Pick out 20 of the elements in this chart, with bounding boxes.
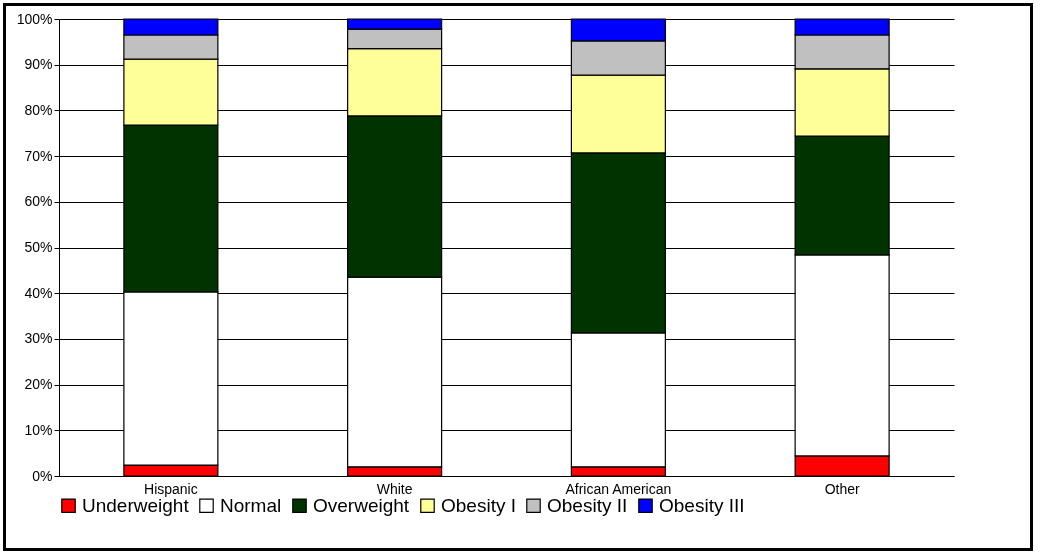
legend-label: Obesity II: [547, 494, 628, 516]
x-tick-label: White: [376, 480, 413, 497]
y-tick-label: 60%: [24, 193, 53, 210]
legend-label: Normal: [220, 494, 282, 516]
y-tick-label: 100%: [16, 10, 53, 27]
x-tick-label: Other: [824, 480, 860, 497]
y-tick-label: 90%: [24, 56, 53, 73]
legend-label: Obesity III: [659, 494, 745, 516]
y-tick-label: 20%: [24, 376, 53, 393]
legend-label: Obesity I: [441, 494, 516, 516]
x-tick-label: Hispanic: [144, 480, 198, 497]
y-tick-label: 0%: [32, 467, 53, 484]
y-tick-label: 80%: [24, 101, 53, 118]
legend-label: Overweight: [313, 494, 410, 516]
y-tick-label: 30%: [24, 330, 53, 347]
y-tick-label: 70%: [24, 147, 53, 164]
y-tick-label: 40%: [24, 284, 53, 301]
x-tick-label: African American: [565, 480, 672, 497]
y-tick-label: 50%: [24, 239, 53, 255]
y-tick-label: 10%: [24, 421, 53, 438]
